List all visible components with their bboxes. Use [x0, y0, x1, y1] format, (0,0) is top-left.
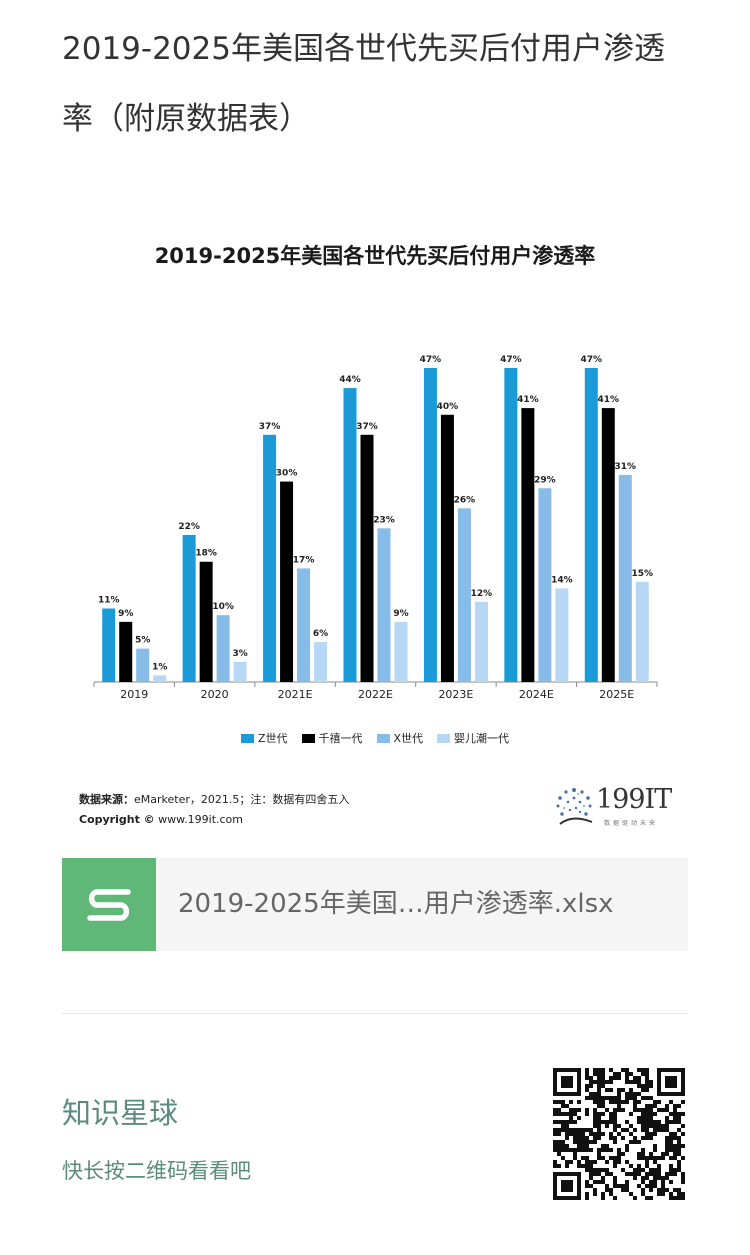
source-note: 数据来源：eMarketer，2021.5；注：数据有四舍五入 Copyrigh…	[79, 790, 349, 830]
data-label: 9%	[118, 609, 133, 619]
source-text: eMarketer，2021.5；注：数据有四舍五入	[134, 793, 350, 806]
bar-chart: 11% 9% 5% 1% 2019 22% 18% 10% 3% 2020 37% 30% 17% 6% 2…	[93, 355, 658, 701]
data-label: 6%	[313, 629, 328, 639]
legend-item: 婴儿潮一代	[437, 730, 509, 746]
bar	[233, 661, 247, 682]
spreadsheet-s-icon	[62, 858, 156, 951]
legend-item: Z世代	[240, 730, 288, 746]
bar	[360, 434, 374, 682]
data-label: 18%	[195, 549, 217, 559]
bar	[394, 621, 408, 682]
data-label: 11%	[98, 596, 120, 606]
bar	[297, 568, 311, 682]
bar	[153, 675, 167, 682]
promo-subtitle: 快长按二维码看看吧	[62, 1159, 251, 1183]
data-label: 41%	[517, 395, 539, 405]
legend-swatch	[376, 733, 390, 743]
legend-item: X世代	[376, 730, 424, 746]
data-label: 44%	[339, 375, 361, 385]
data-label: 40%	[437, 402, 459, 412]
data-label: 47%	[500, 355, 522, 365]
bar	[584, 368, 598, 682]
bar	[280, 481, 294, 682]
data-label: 23%	[373, 515, 395, 525]
legend-label: Z世代	[257, 732, 288, 745]
data-label: 3%	[233, 649, 248, 659]
data-label: 47%	[581, 355, 603, 365]
bar	[474, 601, 488, 682]
divider	[62, 1013, 688, 1014]
data-label: 30%	[276, 469, 298, 479]
bar	[538, 488, 552, 682]
dandelion-logo-icon	[556, 788, 593, 825]
chart-title: 2019-2025年美国各世代先买后付用户渗透率	[154, 244, 596, 268]
page-title: 2019-2025年美国各世代先买后付用户渗透率（附原数据表）	[62, 31, 665, 137]
bar	[182, 535, 196, 682]
data-label: 15%	[632, 569, 654, 579]
legend-label: 千禧一代	[318, 732, 363, 745]
data-label: 9%	[393, 609, 408, 619]
legend-swatch	[437, 733, 451, 743]
bar	[119, 621, 133, 682]
bar	[377, 528, 391, 682]
data-label: 22%	[178, 522, 200, 532]
bar	[504, 368, 518, 682]
bar	[102, 608, 116, 682]
legend-label: X世代	[393, 732, 424, 745]
chart-card: 2019-2025年美国各世代先买后付用户渗透率 11% 9% 5% 1% 2019 22…	[62, 222, 688, 842]
data-label: 29%	[534, 475, 556, 485]
bar	[216, 615, 230, 682]
promo-title: 知识星球	[62, 1096, 179, 1130]
bar	[521, 408, 535, 682]
file-attachment[interactable]: 2019-2025年美国…用户渗透率.xlsx	[62, 858, 688, 951]
data-label: 10%	[212, 602, 234, 612]
199it-logo: 199IT 数据驱动未来	[552, 784, 682, 830]
data-label: 26%	[454, 495, 476, 505]
bar	[457, 508, 471, 682]
bar	[618, 474, 632, 682]
bar	[423, 368, 437, 682]
bar	[343, 388, 357, 682]
logo-text: 199IT	[596, 784, 672, 815]
data-label: 37%	[356, 422, 378, 432]
x-tick-label: 2021E	[278, 688, 313, 701]
chart-legend: Z世代 千禧一代 X世代 婴儿潮一代	[62, 730, 688, 746]
bar	[314, 641, 328, 682]
legend-swatch	[301, 733, 315, 743]
copyright-text: www.199it.com	[158, 813, 244, 826]
qr-code-icon[interactable]	[553, 1068, 685, 1200]
bar	[601, 408, 615, 682]
data-label: 47%	[420, 355, 442, 365]
bar	[199, 561, 213, 682]
x-tick-label: 2025E	[599, 688, 634, 701]
bar	[440, 414, 454, 682]
logo-subtitle: 数据驱动未来	[604, 820, 659, 827]
x-tick-label: 2023E	[438, 688, 473, 701]
bar	[635, 581, 649, 682]
bar	[555, 588, 569, 682]
source-label: 数据来源：	[79, 793, 134, 806]
data-label: 31%	[615, 462, 637, 472]
data-label: 14%	[551, 575, 573, 585]
x-tick-label: 2019	[120, 688, 148, 701]
bar	[263, 434, 277, 682]
x-tick-label: 2022E	[358, 688, 393, 701]
x-tick-label: 2024E	[519, 688, 554, 701]
data-label: 1%	[152, 662, 167, 672]
data-label: 41%	[598, 395, 620, 405]
data-label: 12%	[471, 589, 493, 599]
file-name: 2019-2025年美国…用户渗透率.xlsx	[178, 889, 614, 919]
data-label: 17%	[293, 555, 315, 565]
legend-item: 千禧一代	[301, 730, 363, 746]
data-label: 5%	[135, 636, 150, 646]
x-tick-label: 2020	[201, 688, 229, 701]
bar	[136, 648, 150, 682]
legend-swatch	[240, 733, 254, 743]
data-label: 37%	[259, 422, 281, 432]
legend-label: 婴儿潮一代	[454, 732, 510, 745]
copyright-label: Copyright ©	[79, 813, 155, 826]
